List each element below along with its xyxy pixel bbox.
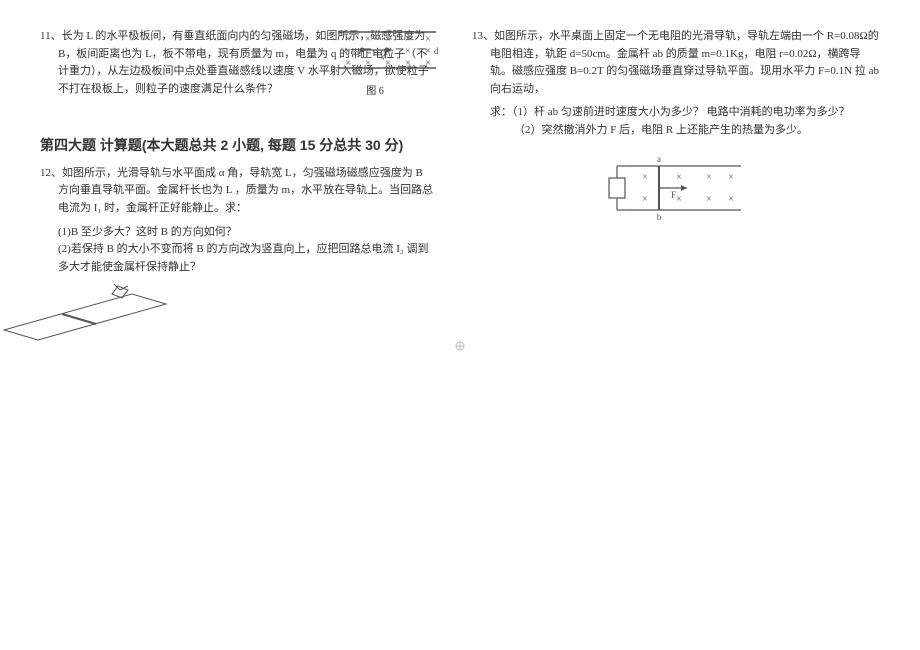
svg-text:b: b: [657, 212, 662, 222]
svg-text:V: V: [380, 52, 387, 62]
svg-text:×: ×: [642, 172, 648, 183]
svg-text:×: ×: [706, 172, 712, 183]
svg-text:×: ×: [728, 172, 734, 183]
figure-6-caption: 图 6: [328, 84, 440, 100]
svg-text:×: ×: [365, 58, 371, 69]
svg-text:d: d: [434, 46, 439, 56]
q13-line3: （2）突然撤消外力 F 后，电阻 R 上还能产生的热量为多少。: [514, 122, 880, 140]
svg-text:×: ×: [676, 194, 682, 205]
svg-text:×: ×: [425, 34, 431, 45]
q13-number: 13、: [472, 30, 494, 42]
figure-13: × × × × × × × × F a b: [601, 148, 751, 228]
question-11: 11、长为 L 的水平极板间，有垂直纸面向内的匀强磁场，如图所示，磁感强度为 B…: [58, 28, 436, 98]
q13-line1: 如图所示，水平桌面上固定一个无电阻的光滑导轨，导轨左端由一个 R=0.08Ω的电…: [490, 30, 879, 95]
figure-12: [2, 280, 172, 344]
q12-line2: (1)B 至少多大？这时 B 的方向如何？: [58, 224, 436, 242]
svg-text:×: ×: [365, 34, 371, 45]
svg-text:×: ×: [728, 194, 734, 205]
svg-text:×: ×: [405, 58, 411, 69]
svg-text:×: ×: [405, 46, 411, 57]
svg-text:×: ×: [345, 34, 351, 45]
svg-text:×: ×: [676, 172, 682, 183]
svg-text:q: q: [358, 48, 363, 58]
question-12: 12、如图所示，光滑导轨与水平面成 α 角，导轨宽 L，匀强磁场磁感应强度为 B…: [58, 165, 436, 218]
svg-text:×: ×: [345, 46, 351, 57]
question-13: 13、如图所示，水平桌面上固定一个无电阻的光滑导轨，导轨左端由一个 R=0.08…: [490, 28, 880, 98]
page-center-marker: [454, 340, 466, 352]
section-4-title: 第四大题 计算题(本大题总共 2 小题, 每题 15 分总共 30 分): [40, 134, 436, 156]
q13-line2: 求：（1）杆 ab 匀速前进时速度大小为多少？ 电路中消耗的电功率为多少？: [490, 104, 880, 122]
q12-line1: 如图所示，光滑导轨与水平面成 α 角，导轨宽 L，匀强磁场磁感应强度为 B 方向…: [58, 167, 433, 214]
q11-number: 11、: [40, 30, 62, 42]
svg-text:×: ×: [642, 194, 648, 205]
q12-line3: (2)若保持 B 的大小不变而将 B 的方向改为竖直向上，应把回路总电流 I₂ …: [58, 241, 436, 276]
svg-text:a: a: [657, 154, 661, 164]
figure-6: ××××× ××× ××××× q V d 图 6: [328, 26, 440, 100]
svg-text:F: F: [671, 190, 676, 200]
svg-text:×: ×: [425, 58, 431, 69]
svg-text:×: ×: [405, 34, 411, 45]
svg-text:×: ×: [425, 46, 431, 57]
q12-number: 12、: [40, 167, 62, 179]
svg-text:×: ×: [345, 58, 351, 69]
svg-text:×: ×: [385, 34, 391, 45]
svg-text:×: ×: [706, 194, 712, 205]
